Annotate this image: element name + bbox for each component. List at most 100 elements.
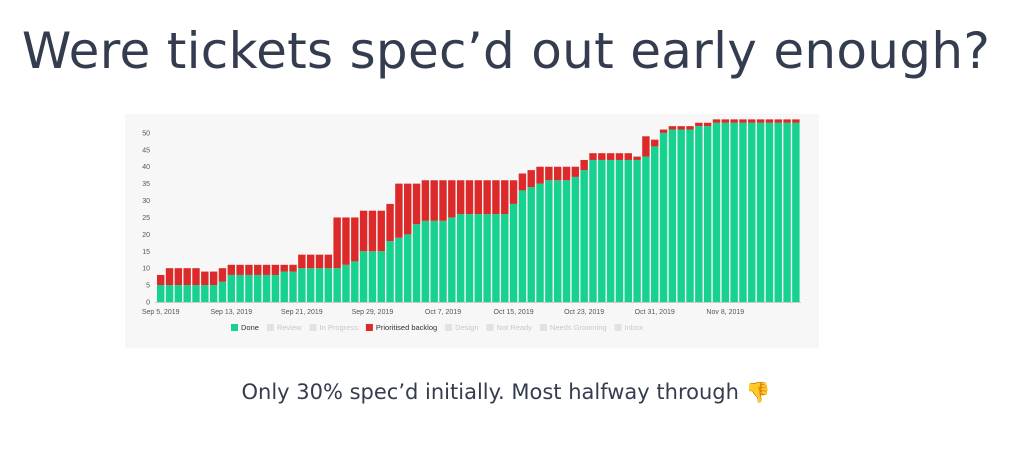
- bar-done[interactable]: [536, 183, 544, 302]
- bar-prioritised-backlog[interactable]: [765, 119, 774, 123]
- bar-done[interactable]: [298, 268, 306, 302]
- bar-prioritised-backlog[interactable]: [157, 274, 165, 286]
- bar-done[interactable]: [659, 132, 668, 302]
- bar-done[interactable]: [377, 251, 385, 302]
- bar-prioritised-backlog[interactable]: [501, 180, 509, 215]
- bar-done[interactable]: [368, 251, 377, 302]
- bar-done[interactable]: [430, 220, 438, 302]
- bar-done[interactable]: [412, 224, 421, 302]
- bar-prioritised-backlog[interactable]: [562, 166, 571, 181]
- bar-prioritised-backlog[interactable]: [598, 153, 606, 160]
- bar-done[interactable]: [324, 268, 333, 302]
- legend-label[interactable]: Needs Grooming: [550, 323, 607, 332]
- bar-prioritised-backlog[interactable]: [580, 159, 588, 171]
- bar-done[interactable]: [165, 285, 174, 302]
- bar-prioritised-backlog[interactable]: [465, 180, 474, 215]
- bar-done[interactable]: [553, 180, 562, 302]
- bar-prioritised-backlog[interactable]: [201, 271, 209, 286]
- bar-prioritised-backlog[interactable]: [748, 119, 756, 123]
- bar-prioritised-backlog[interactable]: [721, 119, 730, 123]
- bar-done[interactable]: [192, 285, 200, 302]
- bar-prioritised-backlog[interactable]: [306, 254, 315, 269]
- legend-label[interactable]: Prioritised backlog: [376, 323, 437, 332]
- bar-prioritised-backlog[interactable]: [280, 264, 288, 272]
- bar-done[interactable]: [254, 274, 262, 302]
- bar-prioritised-backlog[interactable]: [324, 254, 333, 269]
- bar-done[interactable]: [545, 180, 553, 302]
- bar-done[interactable]: [721, 122, 730, 302]
- bar-done[interactable]: [183, 285, 191, 302]
- bar-prioritised-backlog[interactable]: [703, 122, 712, 127]
- bar-done[interactable]: [598, 159, 606, 302]
- legend-swatch[interactable]: [486, 324, 494, 331]
- bar-done[interactable]: [527, 187, 535, 302]
- legend-label[interactable]: Done: [241, 323, 259, 332]
- bar-prioritised-backlog[interactable]: [342, 217, 350, 265]
- bar-done[interactable]: [571, 176, 580, 302]
- bar-done[interactable]: [765, 122, 774, 302]
- bar-prioritised-backlog[interactable]: [439, 180, 447, 221]
- bar-done[interactable]: [703, 126, 712, 303]
- bar-prioritised-backlog[interactable]: [315, 254, 324, 269]
- bar-prioritised-backlog[interactable]: [183, 268, 191, 286]
- bar-done[interactable]: [509, 203, 518, 302]
- legend-swatch[interactable]: [539, 324, 547, 331]
- bar-prioritised-backlog[interactable]: [712, 119, 721, 123]
- bar-done[interactable]: [280, 271, 288, 302]
- bar-prioritised-backlog[interactable]: [518, 173, 527, 191]
- bar-prioritised-backlog[interactable]: [245, 264, 253, 275]
- bar-prioritised-backlog[interactable]: [527, 170, 535, 188]
- bar-prioritised-backlog[interactable]: [298, 254, 306, 269]
- legend-swatch[interactable]: [445, 324, 453, 331]
- bar-done[interactable]: [404, 234, 412, 302]
- bar-done[interactable]: [209, 285, 218, 302]
- bar-prioritised-backlog[interactable]: [739, 119, 747, 123]
- bar-prioritised-backlog[interactable]: [483, 180, 491, 215]
- legend-swatch[interactable]: [365, 324, 373, 331]
- bar-done[interactable]: [245, 274, 253, 302]
- bar-prioritised-backlog[interactable]: [351, 217, 359, 262]
- legend-label[interactable]: Design: [455, 323, 478, 332]
- bar-prioritised-backlog[interactable]: [368, 210, 377, 252]
- bar-prioritised-backlog[interactable]: [571, 166, 580, 177]
- bar-done[interactable]: [174, 285, 183, 302]
- bar-done[interactable]: [712, 122, 721, 302]
- bar-done[interactable]: [633, 159, 641, 302]
- bar-done[interactable]: [421, 220, 430, 302]
- bar-prioritised-backlog[interactable]: [456, 180, 465, 215]
- bar-done[interactable]: [218, 281, 227, 302]
- bar-done[interactable]: [739, 122, 747, 302]
- bar-prioritised-backlog[interactable]: [695, 122, 703, 127]
- bar-done[interactable]: [615, 159, 624, 302]
- bar-prioritised-backlog[interactable]: [289, 264, 297, 272]
- bar-done[interactable]: [518, 190, 527, 302]
- bar-prioritised-backlog[interactable]: [659, 129, 668, 133]
- bar-prioritised-backlog[interactable]: [262, 264, 271, 275]
- bar-prioritised-backlog[interactable]: [421, 180, 430, 221]
- bar-prioritised-backlog[interactable]: [492, 180, 500, 215]
- bar-prioritised-backlog[interactable]: [227, 264, 235, 275]
- bar-done[interactable]: [695, 126, 703, 303]
- bar-prioritised-backlog[interactable]: [509, 180, 518, 204]
- bar-prioritised-backlog[interactable]: [386, 203, 394, 242]
- bar-done[interactable]: [668, 129, 677, 302]
- bar-prioritised-backlog[interactable]: [606, 153, 615, 160]
- bar-prioritised-backlog[interactable]: [395, 183, 403, 238]
- bar-prioritised-backlog[interactable]: [209, 271, 218, 286]
- bar-prioritised-backlog[interactable]: [359, 210, 368, 252]
- bar-done[interactable]: [677, 129, 685, 302]
- bar-done[interactable]: [201, 285, 209, 302]
- bar-done[interactable]: [562, 180, 571, 302]
- legend-label[interactable]: Inbox: [625, 323, 644, 332]
- legend-swatch[interactable]: [614, 324, 622, 331]
- bar-prioritised-backlog[interactable]: [730, 119, 738, 123]
- bar-done[interactable]: [730, 122, 738, 302]
- bar-prioritised-backlog[interactable]: [642, 136, 650, 157]
- bar-prioritised-backlog[interactable]: [412, 183, 421, 225]
- bar-done[interactable]: [157, 285, 165, 302]
- bar-prioritised-backlog[interactable]: [774, 119, 782, 123]
- bar-prioritised-backlog[interactable]: [624, 153, 632, 160]
- bar-done[interactable]: [359, 251, 368, 302]
- bar-prioritised-backlog[interactable]: [668, 126, 677, 130]
- bar-prioritised-backlog[interactable]: [404, 183, 412, 235]
